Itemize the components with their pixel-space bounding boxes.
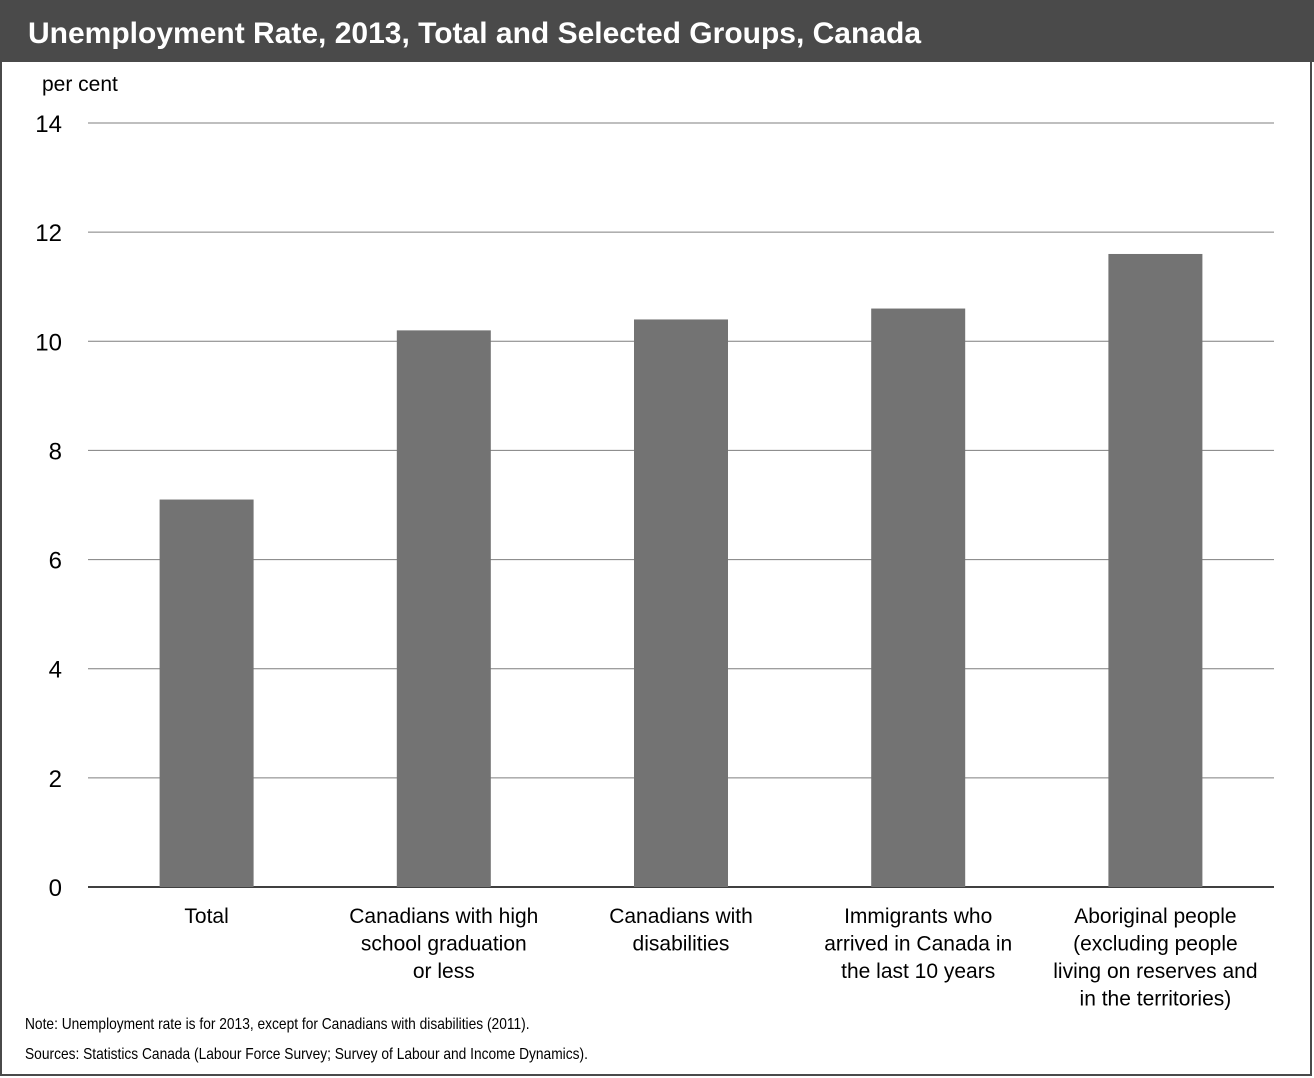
x-category-label: Canadians with xyxy=(609,905,753,928)
bar-5 xyxy=(1108,253,1203,887)
y-tick-label: 8 xyxy=(49,438,62,465)
chart-sources: Sources: Statistics Canada (Labour Force… xyxy=(25,1046,588,1063)
x-category-label: in the territories) xyxy=(1080,988,1232,1011)
y-tick-label: 4 xyxy=(49,657,62,684)
x-category-label: living on reserves and xyxy=(1053,960,1257,983)
x-category-label: arrived in Canada in xyxy=(824,933,1012,956)
y-tick-label: 2 xyxy=(49,766,62,793)
bar-1 xyxy=(159,499,254,887)
y-tick-label: 6 xyxy=(49,548,62,575)
x-category-label: Aboriginal people xyxy=(1074,905,1236,928)
y-axis-unit-label: per cent xyxy=(42,73,118,96)
x-category-label: Immigrants who xyxy=(844,905,992,928)
bar-2 xyxy=(396,330,491,887)
x-category-label: Total xyxy=(184,905,228,928)
x-category-label: disabilities xyxy=(633,933,730,956)
bar-4 xyxy=(871,308,966,887)
chart-title: Unemployment Rate, 2013, Total and Selec… xyxy=(28,17,922,50)
y-tick-label: 12 xyxy=(35,220,62,247)
bar-3 xyxy=(634,319,728,887)
y-tick-label: 10 xyxy=(35,329,62,356)
x-category-label: (excluding people xyxy=(1073,933,1238,956)
title-bar: Unemployment Rate, 2013, Total and Selec… xyxy=(0,0,1314,62)
x-category-label: or less xyxy=(413,960,475,983)
x-category-label: the last 10 years xyxy=(841,960,995,983)
y-tick-label: 14 xyxy=(35,111,62,138)
chart-note: Note: Unemployment rate is for 2013, exc… xyxy=(25,1016,530,1033)
x-category-label: school graduation xyxy=(361,933,527,956)
y-tick-label: 0 xyxy=(49,875,62,902)
x-category-label: Canadians with high xyxy=(349,905,538,928)
